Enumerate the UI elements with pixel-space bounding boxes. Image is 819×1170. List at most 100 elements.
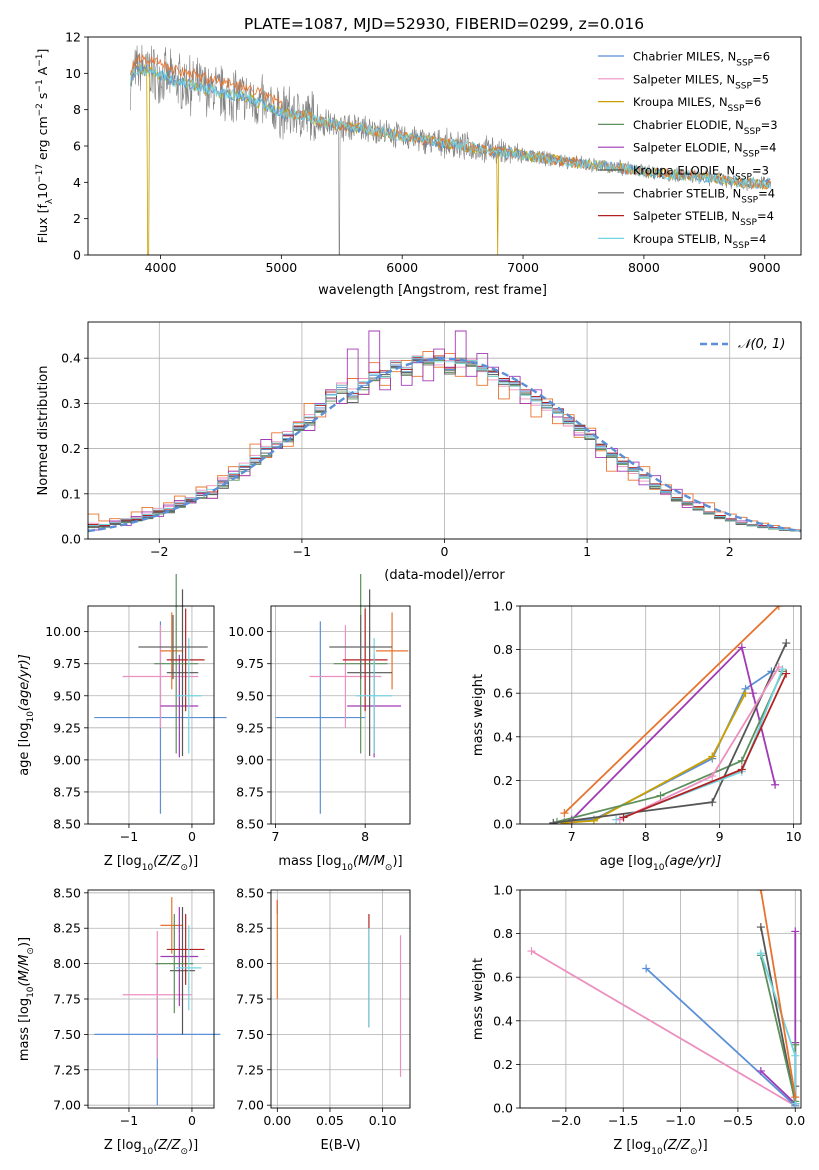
y-tick-label: 0.2 [493,1057,513,1072]
y-tick-label: 2 [73,211,81,226]
y-tick-label: 0.0 [61,532,81,547]
figure-title: PLATE=1087, MJD=52930, FIBERID=0299, z=0… [244,15,644,33]
y-tick-label: 8.75 [236,784,264,799]
mass-weight-marker [708,798,717,807]
spectrum-chart: 4000 5000 6000 7000 8000 9000 0 2 4 6 8 10 12 Chabrie… [35,30,802,298]
model-spectrum-0 [129,64,771,255]
x-tick-label: 7000 [507,260,539,275]
y-tick-label: 6 [73,139,81,154]
mass-weight-marker [791,1093,800,1102]
mass-weight-series [571,645,776,821]
mass-weight-series [645,967,796,1107]
x-tick-label: 2 [726,544,734,559]
y-tick-label: 1.0 [493,599,513,614]
y-tick-label: 8.50 [236,885,264,900]
y-tick-label: 0.2 [61,441,81,456]
x-axis-label: age [log10(age/yr)] [600,854,722,873]
age-vs-mass-chart: 7 8 8.50 8.75 9.00 9.25 9.50 9.75 10.00 mass [log… [228,573,411,873]
x-tick-label: 0.10 [369,1113,397,1128]
y-tick-label: 0.0 [493,1101,513,1116]
x-tick-label: −1 [120,829,138,844]
y-tick-label: 7.00 [53,1098,81,1113]
residual-histogram: −2 −1 0 1 2 0.0 0.1 0.2 0.3 0.4 𝒩(0, 1) (data-model… [36,321,802,583]
y-tick-label: 0.4 [493,729,513,744]
mass-weight-marker [782,639,791,648]
y-axis-label: mass [log10(M/M⊙)] [17,937,36,1061]
y-tick-label: 4 [73,175,81,190]
legend-entry: Chabrier MILES, NSSP=6 [633,50,770,69]
y-tick-label: 8 [73,102,81,117]
mass-weight-marker [756,949,765,958]
y-tick-label: 7.25 [236,1062,264,1077]
y-tick-label: 0.6 [493,970,513,985]
y-axis-label: Flux [fλ10−17 erg cm−2 s−1 A−1] [35,49,55,244]
y-tick-label: 8.75 [53,784,81,799]
legend-entry: Kroupa STELIB, NSSP=4 [633,232,766,251]
y-axis-label: Normed distribution [36,366,51,496]
y-tick-label: 7.25 [53,1062,81,1077]
legend-entry: 𝒩(0, 1) [738,337,785,352]
mass-weight-marker [791,1051,800,1060]
mass-weight-series [564,692,747,824]
x-tick-label: −1.0 [665,1113,695,1128]
legend-entry: Kroupa ELODIE, NSSP=3 [633,164,769,183]
x-tick-label: 7 [272,829,280,844]
mass-vs-ebv-chart: 0.00 0.05 0.10 7.00 7.25 7.50 7.75 8.00 8.25 8.50… [236,885,411,1153]
y-tick-label: 9.00 [236,752,264,767]
y-tick-label: 0.4 [61,351,81,366]
legend-entry: Salpeter ELODIE, NSSP=4 [633,141,776,160]
mass-weight-marker [748,689,757,698]
y-tick-label: 0.8 [493,926,513,941]
mass-weight-marker [791,927,800,936]
x-tick-label: −1 [120,1113,138,1128]
x-tick-label: 8 [361,829,369,844]
y-tick-label: 8.00 [53,956,81,971]
x-axis-label: mass [log10(M/M⊙)] [278,854,402,873]
mass-weight-marker [756,890,765,894]
mass-weight-marker [560,809,569,818]
y-tick-label: 9.50 [53,688,81,703]
x-axis-label: Z [log10(Z/Z⊙)] [104,1138,198,1157]
y-tick-label: 10.00 [45,624,81,639]
mass-weight-marker [756,1066,765,1075]
x-axis-label: (data-model)/error [384,568,505,583]
x-tick-label: −0.5 [723,1113,753,1128]
y-tick-label: 0.8 [493,642,513,657]
legend-entry: Chabrier ELODIE, NSSP=3 [633,118,778,137]
y-tick-label: 8.25 [236,921,264,936]
x-tick-label: 1 [583,544,591,559]
x-tick-label: −1.5 [608,1113,638,1128]
normal-curve [87,357,802,533]
mass-weight-marker [527,947,536,956]
mass-weight-marker [774,663,783,672]
y-tick-label: 12 [65,30,81,45]
y-tick-label: 9.50 [236,688,264,703]
axes-frame [87,321,802,540]
x-tick-label: −2.0 [551,1113,581,1128]
y-tick-label: 7.75 [236,992,264,1007]
y-tick-label: 0.0 [493,817,513,832]
mass-weight-marker [656,791,665,800]
x-tick-label: −1 [293,544,311,559]
x-tick-label: 0.00 [263,1113,291,1128]
x-tick-label: 8 [642,829,650,844]
massweight-vs-z-chart: −2.0 −1.5 −1.0 −0.5 0.0 0.0 0.2 0.4 0.6 0.8 1.0 Z [… [471,883,805,1158]
histogram-series [88,355,801,531]
mass-weight-marker [708,752,717,761]
y-tick-label: 0.4 [493,1013,513,1028]
mass-weight-marker [737,643,746,652]
y-tick-label: 7.75 [53,992,81,1007]
mass-weight-marker [619,813,628,822]
x-tick-label: 5000 [265,260,297,275]
x-axis-label: wavelength [Angstrom, rest frame] [318,283,547,298]
y-tick-label: 0.1 [61,486,81,501]
y-tick-label: 9.75 [236,656,264,671]
axes-frame [519,889,802,1109]
x-tick-label: 9 [716,829,724,844]
axes-frame [270,889,411,1109]
legend-entry: Salpeter MILES, NSSP=5 [633,72,769,91]
y-tick-label: 8.50 [53,817,81,832]
age-vs-z-chart: −1 0 8.50 8.75 9.00 9.25 9.50 9.75 10.00 Z [log10… [17,573,227,873]
y-tick-label: 0.6 [493,686,513,701]
y-axis-label: mass weight [471,674,486,756]
